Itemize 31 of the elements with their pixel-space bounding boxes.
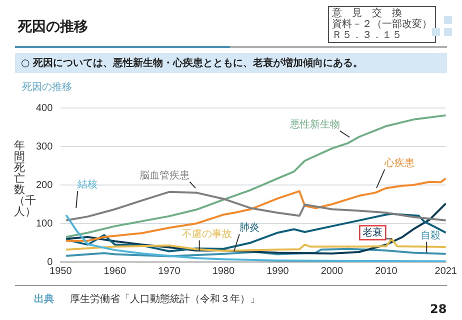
text: 資料－２（一部改変）	[332, 19, 432, 30]
x-tick-label: 1990	[266, 266, 290, 277]
series-label: 悪性新生物	[288, 118, 340, 131]
x-tick-label: 1980	[212, 266, 235, 277]
series-label: 老衰	[362, 226, 383, 238]
text: 出典	[34, 292, 54, 306]
text: 意 見 交 換	[332, 8, 403, 19]
series-label: 不慮の事故	[182, 228, 232, 240]
x-tick-label: 2000	[320, 266, 344, 277]
y-axis-title: 年間死亡数（千人）	[14, 139, 36, 218]
y-tick-label: 100	[36, 218, 54, 230]
x-tick-label: 1950	[50, 266, 72, 277]
y-tick-label: 300	[36, 141, 54, 152]
text: 厚生労働省「人口動態統計（令和３年）」	[70, 292, 260, 306]
text: 結核	[76, 178, 98, 191]
y-tick-label: 200	[36, 180, 54, 191]
text: 28	[430, 302, 447, 316]
x-tick-label: 2021	[434, 266, 458, 277]
y-tick-label: 0	[47, 256, 54, 268]
x-tick-label: 1960	[104, 266, 126, 277]
series-label: 自殺	[420, 229, 440, 242]
series-label: 肺炎	[239, 222, 260, 234]
chart-title: 死因の推移	[18, 18, 88, 36]
chart-subtitle: ○ 死因については、悪性新生物・心疾患とともに、老衰が増加傾向にある。	[15, 53, 447, 73]
text: Ｒ５．３．１５	[332, 30, 403, 41]
x-tick-label: 1970	[158, 266, 181, 277]
series-label: 脳血管疾患	[140, 169, 190, 182]
series-label: 心疾患	[384, 157, 415, 170]
text: 死因の推移	[22, 81, 72, 94]
x-tick-label: 2010	[375, 266, 398, 277]
y-tick-label: 400	[36, 102, 54, 114]
